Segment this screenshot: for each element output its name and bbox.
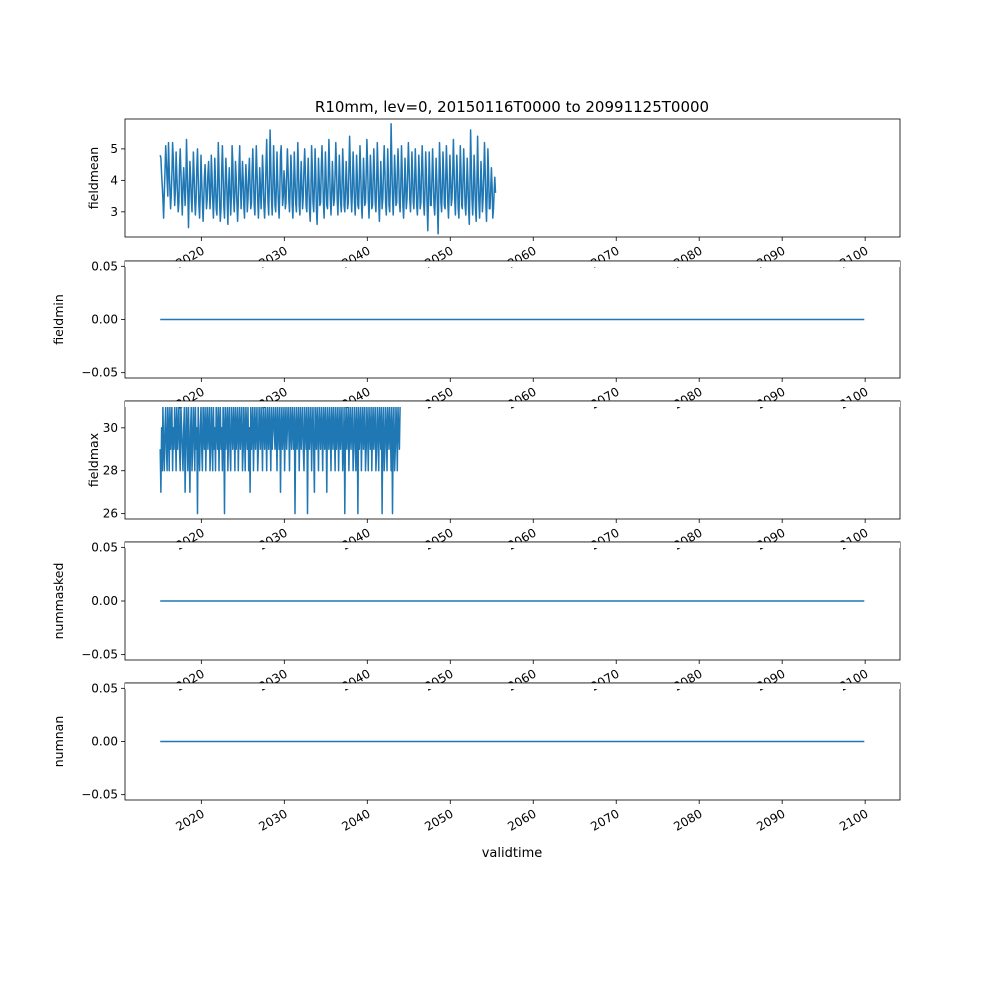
y-tick-label: 5 (110, 142, 118, 156)
y-tick-label: 0.00 (91, 313, 118, 327)
x-axis-label: validtime (482, 846, 543, 861)
y-tick-label: 0.05 (91, 259, 118, 273)
axes-overlap-mask (125, 683, 900, 689)
series-line (159, 122, 497, 235)
axes-overlap-mask (125, 401, 900, 407)
y-axis-label: numnan (51, 716, 66, 768)
y-tick-label: −0.05 (81, 366, 118, 380)
y-tick-label: 30 (103, 421, 118, 435)
y-tick-label: −0.05 (81, 648, 118, 662)
y-tick-label: 28 (103, 464, 118, 478)
y-axis-label: fieldmean (86, 147, 101, 209)
series-line (159, 405, 401, 515)
axes-overlap-mask (125, 261, 900, 267)
y-tick-label: 26 (103, 507, 118, 521)
y-tick-label: 0.00 (91, 735, 118, 749)
y-tick-label: 0.05 (91, 681, 118, 695)
axes-frame (124, 118, 901, 238)
y-axis-label: fieldmin (51, 294, 66, 345)
y-tick-label: 4 (110, 173, 118, 187)
y-tick-label: 3 (110, 205, 118, 219)
chart-title: R10mm, lev=0, 20150116T0000 to 20991125T… (315, 98, 709, 116)
y-axis-label: fieldmax (86, 433, 101, 487)
y-tick-label: 0.00 (91, 594, 118, 608)
y-axis-label: nummasked (51, 563, 66, 640)
y-tick-label: −0.05 (81, 788, 118, 802)
y-tick-label: 0.05 (91, 540, 118, 554)
axes-overlap-mask (125, 542, 900, 548)
